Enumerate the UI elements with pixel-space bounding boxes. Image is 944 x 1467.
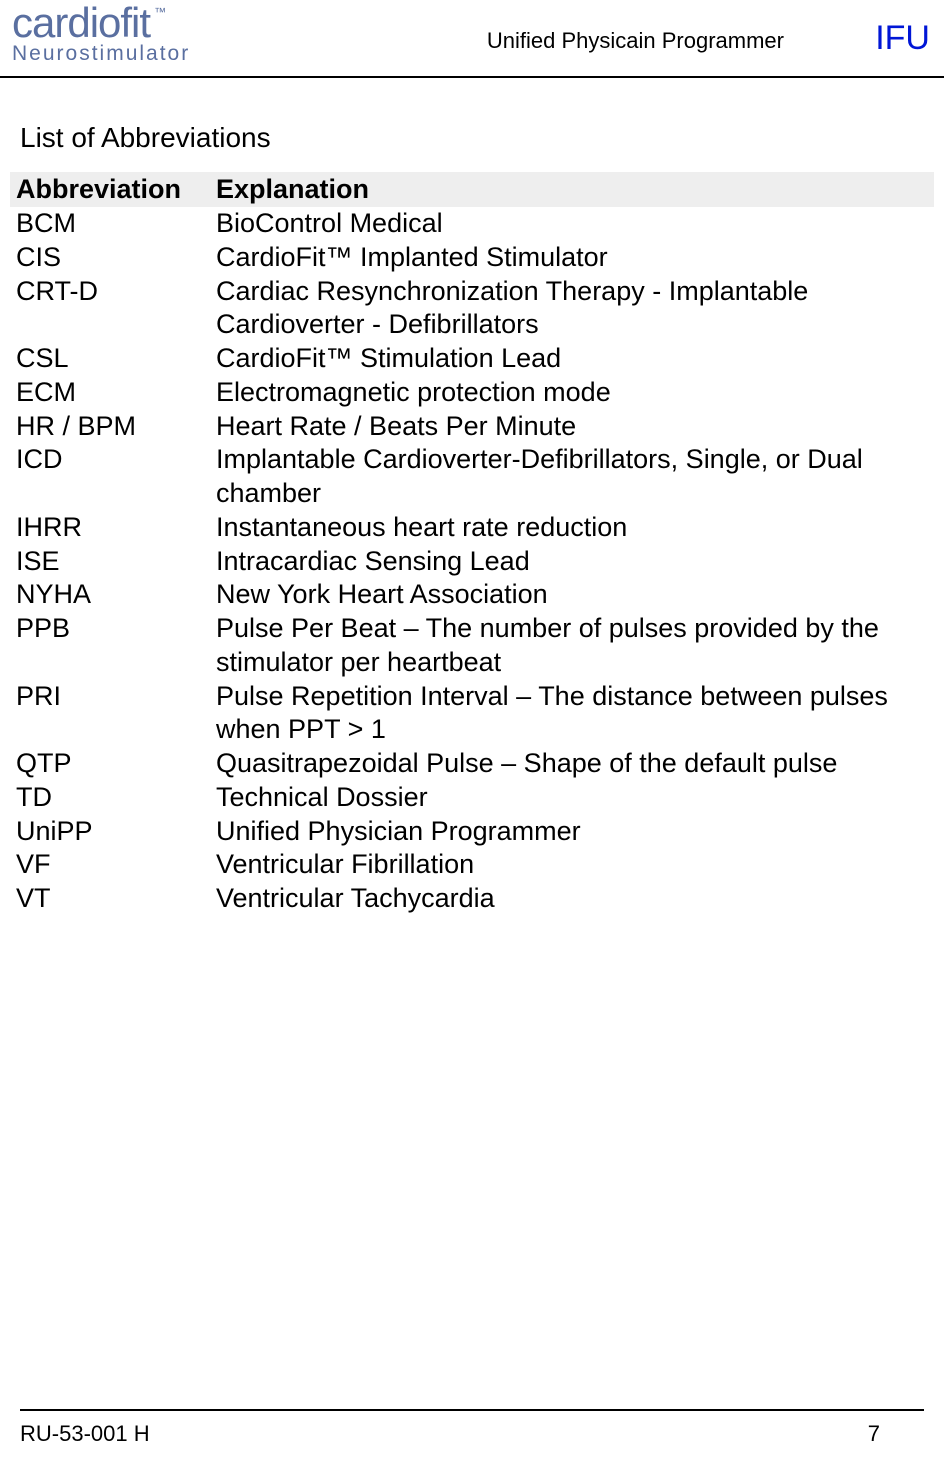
logo-main: cardiofit ™ (12, 2, 190, 44)
cell-explanation: Electromagnetic protection mode (210, 376, 934, 410)
logo-block: cardiofit ™ Neurostimulator (12, 2, 190, 66)
table-row: PPBPulse Per Beat – The number of pulses… (10, 612, 934, 680)
cell-abbreviation: PRI (10, 680, 210, 748)
cell-explanation: Intracardiac Sensing Lead (210, 545, 934, 579)
cell-abbreviation: HR / BPM (10, 410, 210, 444)
page-header: cardiofit ™ Neurostimulator Unified Physi… (0, 0, 944, 78)
table-row: ISEIntracardiac Sensing Lead (10, 545, 934, 579)
cell-explanation: Technical Dossier (210, 781, 934, 815)
table-row: CRT-DCardiac Resynchronization Therapy -… (10, 275, 934, 343)
cell-abbreviation: IHRR (10, 511, 210, 545)
footer-rule (20, 1409, 924, 1411)
col-header-explanation: Explanation (210, 172, 934, 207)
cell-abbreviation: CIS (10, 241, 210, 275)
cell-abbreviation: CRT-D (10, 275, 210, 343)
cell-explanation: Ventricular Fibrillation (210, 848, 934, 882)
table-row: VFVentricular Fibrillation (10, 848, 934, 882)
table-row: HR / BPMHeart Rate / Beats Per Minute (10, 410, 934, 444)
cell-explanation: Quasitrapezoidal Pulse – Shape of the de… (210, 747, 934, 781)
cell-abbreviation: UniPP (10, 815, 210, 849)
logo-text: cardiofit (12, 0, 150, 46)
section-heading: List of Abbreviations (20, 122, 934, 154)
col-header-abbreviation: Abbreviation (10, 172, 210, 207)
cell-explanation: Heart Rate / Beats Per Minute (210, 410, 934, 444)
table-row: CISCardioFit™ Implanted Stimulator (10, 241, 934, 275)
logo-subtitle: Neurostimulator (12, 42, 190, 66)
table-row: NYHANew York Heart Association (10, 578, 934, 612)
cell-abbreviation: TD (10, 781, 210, 815)
cell-abbreviation: ECM (10, 376, 210, 410)
document-page: cardiofit ™ Neurostimulator Unified Physi… (0, 0, 944, 1467)
cell-explanation: Pulse Repetition Interval – The distance… (210, 680, 934, 748)
cell-explanation: Implantable Cardioverter-Defibrillators,… (210, 443, 934, 511)
cell-abbreviation: QTP (10, 747, 210, 781)
table-row: BCMBioControl Medical (10, 207, 934, 241)
cell-explanation: CardioFit™ Stimulation Lead (210, 342, 934, 376)
header-doc-title: Unified Physicain Programmer (487, 28, 784, 54)
abbreviations-table: Abbreviation Explanation BCMBioControl M… (10, 172, 934, 916)
cell-explanation: BioControl Medical (210, 207, 934, 241)
table-row: QTPQuasitrapezoidal Pulse – Shape of the… (10, 747, 934, 781)
cell-explanation: Cardiac Resynchronization Therapy - Impl… (210, 275, 934, 343)
cell-explanation: New York Heart Association (210, 578, 934, 612)
cell-abbreviation: ICD (10, 443, 210, 511)
cell-explanation: Unified Physician Programmer (210, 815, 934, 849)
cell-explanation: Ventricular Tachycardia (210, 882, 934, 916)
footer-page-number: 7 (868, 1421, 880, 1447)
footer-doc-id: RU-53-001 H (20, 1421, 150, 1447)
cell-abbreviation: BCM (10, 207, 210, 241)
logo-trademark: ™ (154, 5, 165, 19)
table-row: ECMElectromagnetic protection mode (10, 376, 934, 410)
table-row: TDTechnical Dossier (10, 781, 934, 815)
cell-abbreviation: VF (10, 848, 210, 882)
table-row: IHRRInstantaneous heart rate reduction (10, 511, 934, 545)
table-row: UniPPUnified Physician Programmer (10, 815, 934, 849)
cell-abbreviation: VT (10, 882, 210, 916)
table-row: CSLCardioFit™ Stimulation Lead (10, 342, 934, 376)
cell-explanation: Instantaneous heart rate reduction (210, 511, 934, 545)
table-row: ICDImplantable Cardioverter-Defibrillato… (10, 443, 934, 511)
cell-abbreviation: NYHA (10, 578, 210, 612)
cell-abbreviation: CSL (10, 342, 210, 376)
cell-explanation: CardioFit™ Implanted Stimulator (210, 241, 934, 275)
table-row: VTVentricular Tachycardia (10, 882, 934, 916)
table-header-row: Abbreviation Explanation (10, 172, 934, 207)
table-row: PRIPulse Repetition Interval – The dista… (10, 680, 934, 748)
page-content: List of Abbreviations Abbreviation Expla… (0, 78, 944, 916)
cell-abbreviation: ISE (10, 545, 210, 579)
cell-abbreviation: PPB (10, 612, 210, 680)
header-ifu-label: IFU (875, 19, 930, 58)
cell-explanation: Pulse Per Beat – The number of pulses pr… (210, 612, 934, 680)
